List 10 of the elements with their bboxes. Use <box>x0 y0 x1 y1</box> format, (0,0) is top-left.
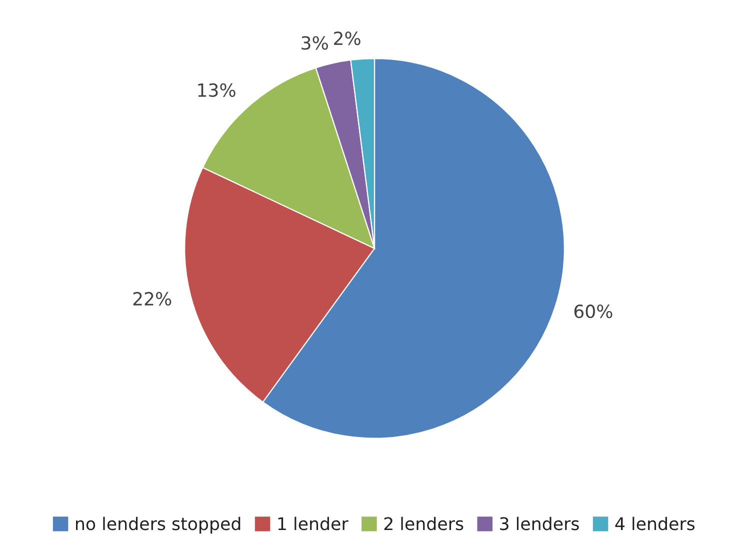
data-label: 60% <box>574 304 612 318</box>
legend-label: no lenders stopped <box>76 516 240 534</box>
legend-label: 1 lender <box>278 516 348 530</box>
data-label: 22% <box>133 292 172 306</box>
data-label: 2% <box>334 32 360 46</box>
legend-label: 2 lenders <box>384 516 464 530</box>
legend-label: 4 lenders <box>615 516 695 530</box>
data-label: 3% <box>302 36 328 50</box>
data-label: 13% <box>198 83 236 97</box>
legend-label: 3 lenders <box>500 516 579 530</box>
